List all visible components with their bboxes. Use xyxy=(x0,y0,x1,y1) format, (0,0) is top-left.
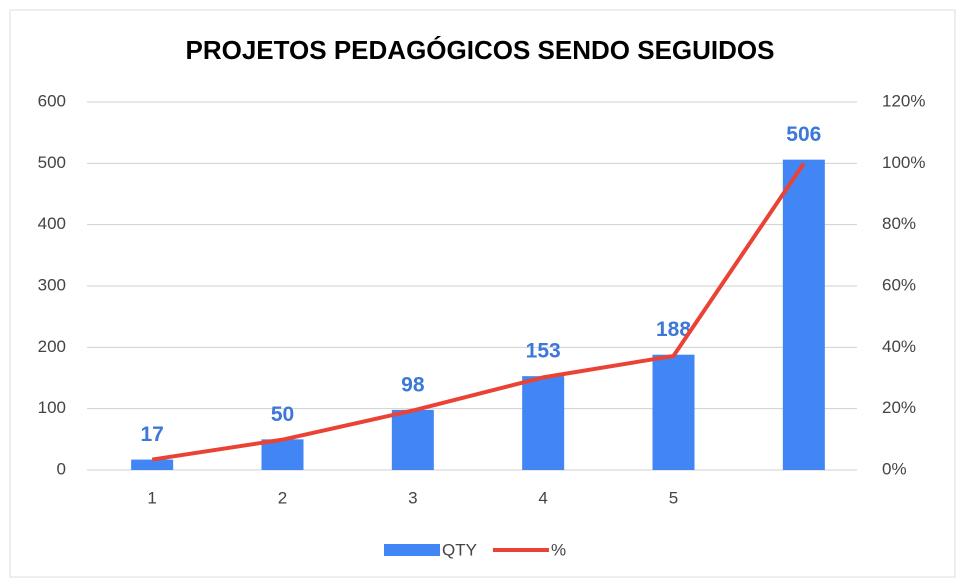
y2-tick-label: 40% xyxy=(882,337,916,356)
bar xyxy=(782,159,825,471)
y-tick-label: 400 xyxy=(38,214,66,233)
x-tick-label: 5 xyxy=(669,488,678,507)
y2-tick-label: 120% xyxy=(882,91,925,110)
bar xyxy=(131,459,174,470)
y2-tick-label: 100% xyxy=(882,153,925,172)
bar xyxy=(522,376,565,470)
y2-tick-label: 0% xyxy=(882,459,907,478)
y-tick-label: 100 xyxy=(38,398,66,417)
y-tick-label: 300 xyxy=(38,275,66,294)
data-label: 98 xyxy=(401,373,425,396)
x-tick-label: 1 xyxy=(147,488,156,507)
x-tick-label: 2 xyxy=(278,488,287,507)
x-tick-label: 4 xyxy=(538,488,547,507)
y-tick-label: 0 xyxy=(57,459,66,478)
chart-title: PROJETOS PEDAGÓGICOS SENDO SEGUIDOS xyxy=(186,35,775,65)
y-tick-label: 500 xyxy=(38,153,66,172)
data-label: 153 xyxy=(526,340,561,363)
data-label: 506 xyxy=(786,123,821,146)
data-label: 50 xyxy=(271,403,294,426)
x-tick-label: 3 xyxy=(408,488,417,507)
legend-label: QTY xyxy=(442,540,477,559)
y2-tick-label: 20% xyxy=(882,398,916,417)
legend-swatch xyxy=(384,544,440,556)
bar xyxy=(261,439,304,470)
data-label: 188 xyxy=(656,318,691,341)
y-tick-label: 200 xyxy=(38,337,66,356)
bar xyxy=(391,409,434,470)
data-label: 17 xyxy=(140,423,163,446)
bar xyxy=(652,354,695,470)
legend-label: % xyxy=(551,540,566,559)
y2-tick-label: 80% xyxy=(882,214,916,233)
line xyxy=(151,162,806,462)
y2-tick-label: 60% xyxy=(882,275,916,294)
y-tick-label: 600 xyxy=(38,91,66,110)
